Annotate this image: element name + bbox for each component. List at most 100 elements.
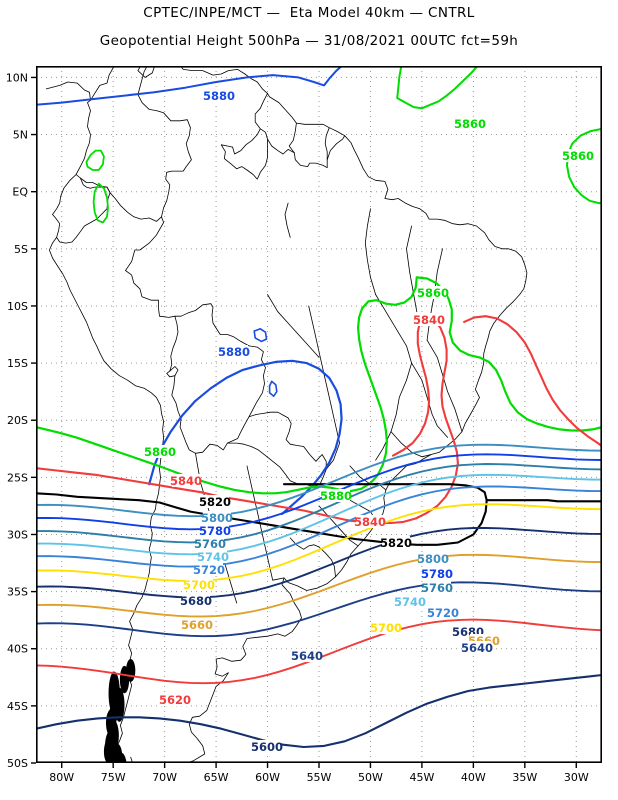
- contour-label: 5860: [562, 149, 594, 163]
- contour-5800: [36, 443, 602, 518]
- contour-label: 5860: [417, 286, 449, 300]
- contour-label-text: 5760: [421, 581, 453, 595]
- coastline: [308, 305, 340, 470]
- coastline: [79, 177, 108, 189]
- contour-label: 5740: [197, 550, 229, 564]
- x-axis-label: 40W: [461, 771, 486, 784]
- x-axis-label: 30W: [564, 771, 589, 784]
- label-halo: [195, 563, 223, 576]
- coastline: [174, 303, 266, 418]
- y-axis-label: 25S: [7, 471, 28, 484]
- label-halo: [220, 345, 248, 358]
- contour-label-text: 5700: [183, 578, 215, 592]
- contour-label-text: 5800: [417, 552, 449, 566]
- coastline: [318, 505, 359, 547]
- title-line-model: CPTEC/INPE/MCT — Eta Model 40km — CNTRL: [143, 5, 475, 21]
- contour-5860: [85, 149, 105, 171]
- contour-label: 5700: [370, 621, 402, 635]
- contour-label: 5840: [170, 474, 202, 488]
- contour-5700: [36, 503, 602, 582]
- y-axis-label: 10N: [6, 71, 28, 84]
- contour-label: 5800: [201, 511, 233, 525]
- coastline: [75, 66, 192, 222]
- contour-label: 5840: [354, 515, 386, 529]
- label-halo: [183, 618, 211, 631]
- contour-label-text: 5600: [251, 740, 283, 754]
- y-axis-label: 35S: [7, 586, 28, 599]
- contour-label: 5880: [203, 89, 235, 103]
- label-halo: [161, 693, 189, 706]
- contour-label-text: 5620: [159, 693, 191, 707]
- label-halo: [205, 89, 233, 102]
- contour-5860: [36, 276, 418, 495]
- contour-label-text: 5660: [181, 618, 213, 632]
- label-halo: [293, 649, 321, 662]
- contour-label: 5640: [461, 641, 493, 655]
- contour-5880: [268, 380, 278, 397]
- contour-label-text: 5880: [203, 89, 235, 103]
- coastline: [375, 294, 412, 461]
- y-axis-label: 20S: [7, 414, 28, 427]
- y-axis-label: 30S: [7, 528, 28, 541]
- plot-frame: [36, 66, 602, 763]
- contour-label: 5780: [199, 524, 231, 538]
- contour-5880: [253, 328, 268, 343]
- contour-label: 5700: [183, 578, 215, 592]
- contour-label-text: 5740: [394, 595, 426, 609]
- contour-5680: [36, 527, 602, 599]
- island: [119, 665, 130, 694]
- island: [109, 704, 118, 726]
- coastline: [288, 122, 297, 154]
- y-axis-label: EQ: [12, 186, 28, 199]
- contour-5860: [415, 276, 602, 432]
- label-halo: [322, 489, 350, 502]
- label-halo: [456, 117, 484, 130]
- label-halo: [429, 606, 457, 619]
- contour-5820: [36, 483, 488, 546]
- coastline: [49, 99, 164, 763]
- label-halo: [182, 594, 210, 607]
- x-axis-label: 75W: [101, 771, 126, 784]
- contour-label: 5760: [194, 537, 226, 551]
- contour-5840: [392, 314, 431, 457]
- coastline: [364, 208, 376, 295]
- contour-label: 5860: [454, 117, 486, 131]
- y-axis-label: 45S: [7, 700, 28, 713]
- label-halo: [146, 445, 174, 458]
- contour-label: 5600: [251, 740, 283, 754]
- contour-label-text: 5800: [201, 511, 233, 525]
- coastline: [171, 375, 291, 482]
- y-axis-label: 5N: [13, 129, 28, 142]
- island: [116, 752, 127, 763]
- coastline: [426, 339, 463, 432]
- coastline: [406, 225, 418, 313]
- x-axis-label: 55W: [307, 771, 332, 784]
- contour-label-text: 5860: [454, 117, 486, 131]
- contour-label-text: 5720: [193, 563, 225, 577]
- x-axis-label: 35W: [512, 771, 537, 784]
- contour-5860: [396, 66, 479, 110]
- coastline: [267, 294, 320, 358]
- y-axis-label: 50S: [7, 757, 28, 770]
- contour-label-text: 5720: [427, 606, 459, 620]
- label-halo: [382, 536, 410, 549]
- contour-label-text: 5680: [180, 594, 212, 608]
- label-halo: [196, 537, 224, 550]
- x-axis-label: 45W: [409, 771, 434, 784]
- contour-label: 5640: [291, 649, 323, 663]
- contour-label: 5820: [199, 495, 231, 509]
- contour-5760: [36, 463, 602, 544]
- contour-label-text: 5820: [380, 536, 412, 550]
- contour-5840: [463, 315, 602, 448]
- contour-5720: [36, 485, 602, 568]
- contour-label-text: 5640: [461, 641, 493, 655]
- label-halo: [419, 552, 447, 565]
- contour-label-text: 5840: [354, 515, 386, 529]
- contour-5860: [566, 127, 602, 205]
- label-halo: [423, 581, 451, 594]
- coastline: [246, 465, 285, 581]
- contour-label: 5880: [218, 345, 250, 359]
- contour-5640: [36, 581, 602, 638]
- contour-5600: [36, 673, 602, 749]
- coastline: [324, 127, 330, 161]
